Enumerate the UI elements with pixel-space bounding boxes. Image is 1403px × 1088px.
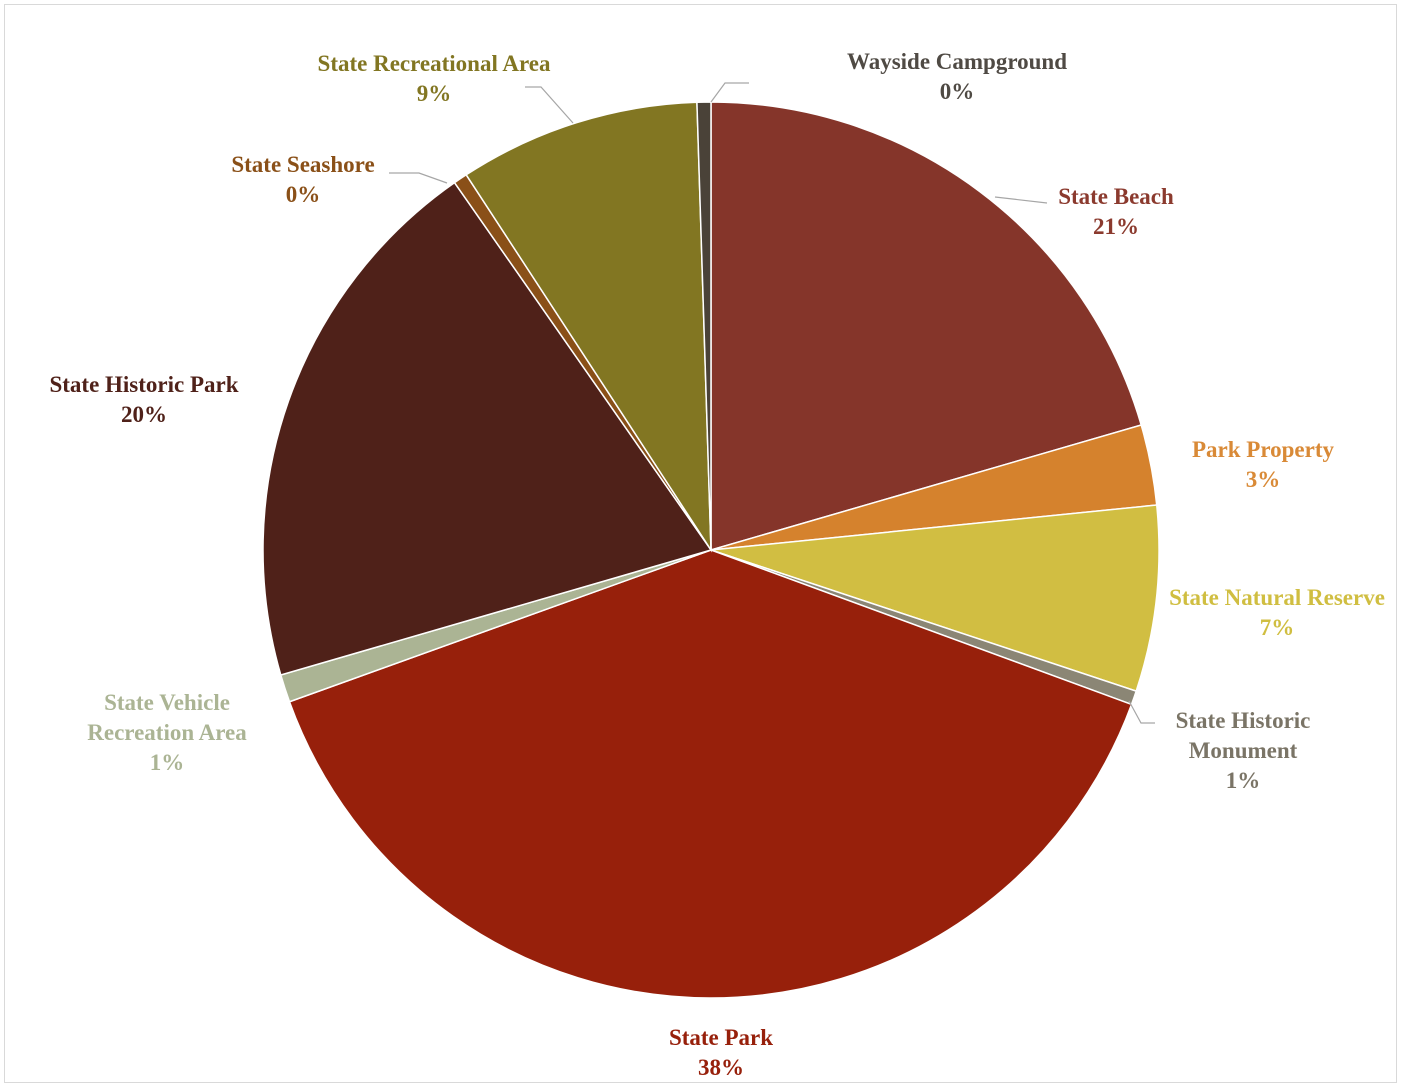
pie-slice-state-historic-park xyxy=(262,181,713,676)
slice-label-state-recreational-area: State Recreational Area 9% xyxy=(318,51,551,106)
pie-slice-wayside-campground xyxy=(696,101,712,551)
leader-lines xyxy=(389,82,1155,724)
slice-name-label: State Seashore xyxy=(231,152,374,177)
slice-percent-label: 0% xyxy=(940,79,975,104)
leader-line-state-seashore xyxy=(389,172,448,184)
slice-name-label: Wayside Campground xyxy=(847,49,1067,74)
leader-line-wayside-campground xyxy=(710,82,749,103)
slice-percent-label: 9% xyxy=(417,81,452,106)
slice-name-label: Monument xyxy=(1189,738,1298,763)
pie-slice-state-recreational-area xyxy=(465,101,712,553)
slice-percent-label: 1% xyxy=(1226,768,1261,793)
leader-line-state-beach xyxy=(994,196,1048,204)
slice-name-label: State Recreational Area xyxy=(318,51,551,76)
slice-percent-label: 21% xyxy=(1093,214,1139,239)
slice-percent-label: 3% xyxy=(1246,467,1281,492)
slice-name-label: State Park xyxy=(669,1025,773,1050)
slice-label-state-beach: State Beach 21% xyxy=(1058,184,1174,239)
slice-percent-label: 1% xyxy=(150,750,185,775)
slice-labels: State Beach 21% Park Property 3% State Natur… xyxy=(49,49,1384,1080)
pie-slice-state-park xyxy=(288,549,1133,999)
slice-label-state-seashore: State Seashore 0% xyxy=(231,152,374,207)
slice-label-state-park: State Park 38% xyxy=(669,1025,773,1080)
pie-slice-state-beach xyxy=(710,101,1143,551)
slice-percent-label: 0% xyxy=(286,182,321,207)
slice-name-label: State Historic Park xyxy=(49,372,238,397)
pie-chart: State Beach 21% Park Property 3% State Natur… xyxy=(49,49,1384,1080)
slice-percent-label: 7% xyxy=(1260,615,1295,640)
pie-slice-state-natural-reserve xyxy=(710,504,1160,693)
slice-label-state-historic-monument: State Historic Monument 1% xyxy=(1176,708,1311,793)
slice-label-park-property: Park Property 3% xyxy=(1192,437,1335,492)
slice-label-wayside-campground: Wayside Campground 0% xyxy=(847,49,1067,104)
leader-line-state-historic-monument xyxy=(1128,700,1155,724)
chart-frame: State Beach 21% Park Property 3% State Natur… xyxy=(4,4,1397,1083)
slice-name-label: State Natural Reserve xyxy=(1169,585,1385,610)
slice-percent-label: 38% xyxy=(698,1055,744,1080)
slice-label-state-vehicle-recreation-area: State Vehicle Recreation Area 1% xyxy=(87,690,247,775)
slice-name-label: State Beach xyxy=(1058,184,1174,209)
slice-name-label: Park Property xyxy=(1192,437,1335,462)
slice-name-label: State Vehicle xyxy=(104,690,230,715)
pie-slices xyxy=(262,101,1160,999)
slice-label-state-historic-park: State Historic Park 20% xyxy=(49,372,238,427)
slice-label-state-natural-reserve: State Natural Reserve 7% xyxy=(1169,585,1385,640)
slice-name-label: Recreation Area xyxy=(87,720,247,745)
leader-line-state-recreational-area xyxy=(525,86,574,124)
slice-name-label: State Historic xyxy=(1176,708,1311,733)
slice-percent-label: 20% xyxy=(121,402,167,427)
